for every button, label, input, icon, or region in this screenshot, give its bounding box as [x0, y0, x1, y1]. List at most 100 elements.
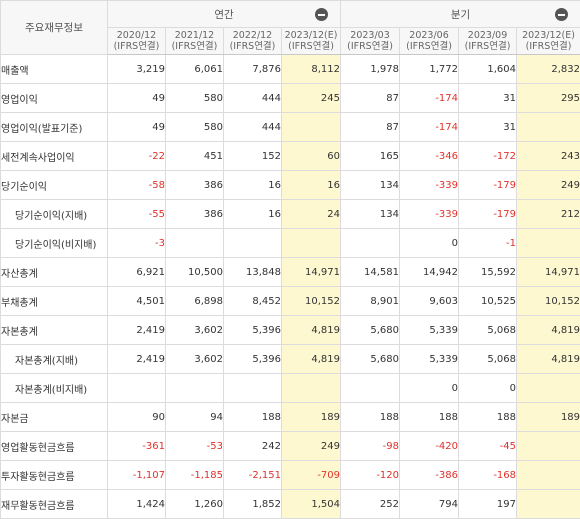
table-cell: -420 [400, 432, 459, 461]
table-cell: 60 [282, 142, 341, 171]
column-basis: (IFRS연결) [459, 41, 516, 52]
table-cell: 188 [224, 403, 282, 432]
row-label: 부채총계 [1, 287, 108, 316]
table-cell: -1,185 [166, 461, 224, 490]
table-cell: 90 [108, 403, 166, 432]
table-cell: 386 [166, 171, 224, 200]
table-cell: 152 [224, 142, 282, 171]
table-cell: 3,602 [166, 316, 224, 345]
table-cell: 188 [400, 403, 459, 432]
table-cell: 242 [224, 432, 282, 461]
column-basis: (IFRS연결) [400, 41, 458, 52]
collapse-annual-icon[interactable] [315, 8, 328, 21]
column-period: 2023/03 [341, 30, 399, 41]
collapse-quarterly-icon[interactable] [555, 8, 568, 21]
table-cell [166, 229, 224, 258]
table-cell: 14,581 [341, 258, 400, 287]
table-cell: 5,396 [224, 345, 282, 374]
row-label: 영업이익(발표기준) [1, 113, 108, 142]
column-header: 2023/12(E)(IFRS연결) [517, 28, 580, 55]
table-cell [108, 374, 166, 403]
table-cell: 386 [166, 200, 224, 229]
table-cell: 188 [341, 403, 400, 432]
table-cell: 580 [166, 84, 224, 113]
table-cell: 252 [341, 490, 400, 519]
table-cell [341, 229, 400, 258]
column-header: 2021/12(IFRS연결) [166, 28, 224, 55]
table-cell: 8,112 [282, 55, 341, 84]
table-cell: -172 [459, 142, 517, 171]
table-cell: 5,339 [400, 316, 459, 345]
row-label: 자본총계(지배) [1, 345, 108, 374]
table-cell: -58 [108, 171, 166, 200]
table-cell: 249 [517, 171, 580, 200]
row-label: 당기순이익 [1, 171, 108, 200]
column-header: 2020/12(IFRS연결) [108, 28, 166, 55]
table-cell: 24 [282, 200, 341, 229]
table-cell: 31 [459, 84, 517, 113]
table-cell: 189 [517, 403, 580, 432]
row-label: 영업이익 [1, 84, 108, 113]
table-cell [282, 113, 341, 142]
table-cell: 9,603 [400, 287, 459, 316]
table-cell: -120 [341, 461, 400, 490]
table-cell: 13,848 [224, 258, 282, 287]
table-cell: 94 [166, 403, 224, 432]
column-period: 2023/12(E) [517, 30, 580, 41]
table-cell: 5,680 [341, 345, 400, 374]
table-cell: 1,772 [400, 55, 459, 84]
table-cell: 4,819 [282, 316, 341, 345]
annual-group-header: 연간 [108, 1, 341, 28]
row-label: 자본총계 [1, 316, 108, 345]
row-label: 당기순이익(비지배) [1, 229, 108, 258]
table-cell: 87 [341, 113, 400, 142]
quarterly-group-header: 분기 [341, 1, 580, 28]
table-cell [517, 229, 580, 258]
table-cell: 1,604 [459, 55, 517, 84]
table-cell: 0 [400, 374, 459, 403]
table-cell: 5,068 [459, 345, 517, 374]
column-basis: (IFRS연결) [224, 41, 281, 52]
table-cell: 212 [517, 200, 580, 229]
table-cell: 31 [459, 113, 517, 142]
table-cell: -709 [282, 461, 341, 490]
table-cell [166, 374, 224, 403]
column-header: 2023/09(IFRS연결) [459, 28, 517, 55]
table-cell [282, 229, 341, 258]
table-cell: 2,419 [108, 316, 166, 345]
table-cell [517, 432, 580, 461]
table-cell: -98 [341, 432, 400, 461]
table-cell: 444 [224, 113, 282, 142]
table-cell: -339 [400, 200, 459, 229]
table-cell: -174 [400, 84, 459, 113]
annual-label: 연간 [214, 9, 233, 21]
row-label: 당기순이익(지배) [1, 200, 108, 229]
column-header: 2022/12(IFRS연결) [224, 28, 282, 55]
table-cell: 49 [108, 84, 166, 113]
table-cell: -179 [459, 171, 517, 200]
row-label: 투자활동현금흐름 [1, 461, 108, 490]
row-label: 영업활동현금흐름 [1, 432, 108, 461]
row-label: 매출액 [1, 55, 108, 84]
table-cell: -53 [166, 432, 224, 461]
quarterly-label: 분기 [451, 9, 470, 21]
table-cell: 189 [282, 403, 341, 432]
table-cell: -45 [459, 432, 517, 461]
table-row: 투자활동현금흐름-1,107-1,185-2,151-709-120-386-1… [1, 461, 580, 490]
table-cell: 5,680 [341, 316, 400, 345]
table-cell: 188 [459, 403, 517, 432]
table-cell: 16 [224, 200, 282, 229]
table-cell: 6,061 [166, 55, 224, 84]
table-cell: 4,501 [108, 287, 166, 316]
table-cell: 1,260 [166, 490, 224, 519]
table-cell: -2,151 [224, 461, 282, 490]
column-period: 2022/12 [224, 30, 281, 41]
table-cell: 1,978 [341, 55, 400, 84]
table-cell [224, 374, 282, 403]
